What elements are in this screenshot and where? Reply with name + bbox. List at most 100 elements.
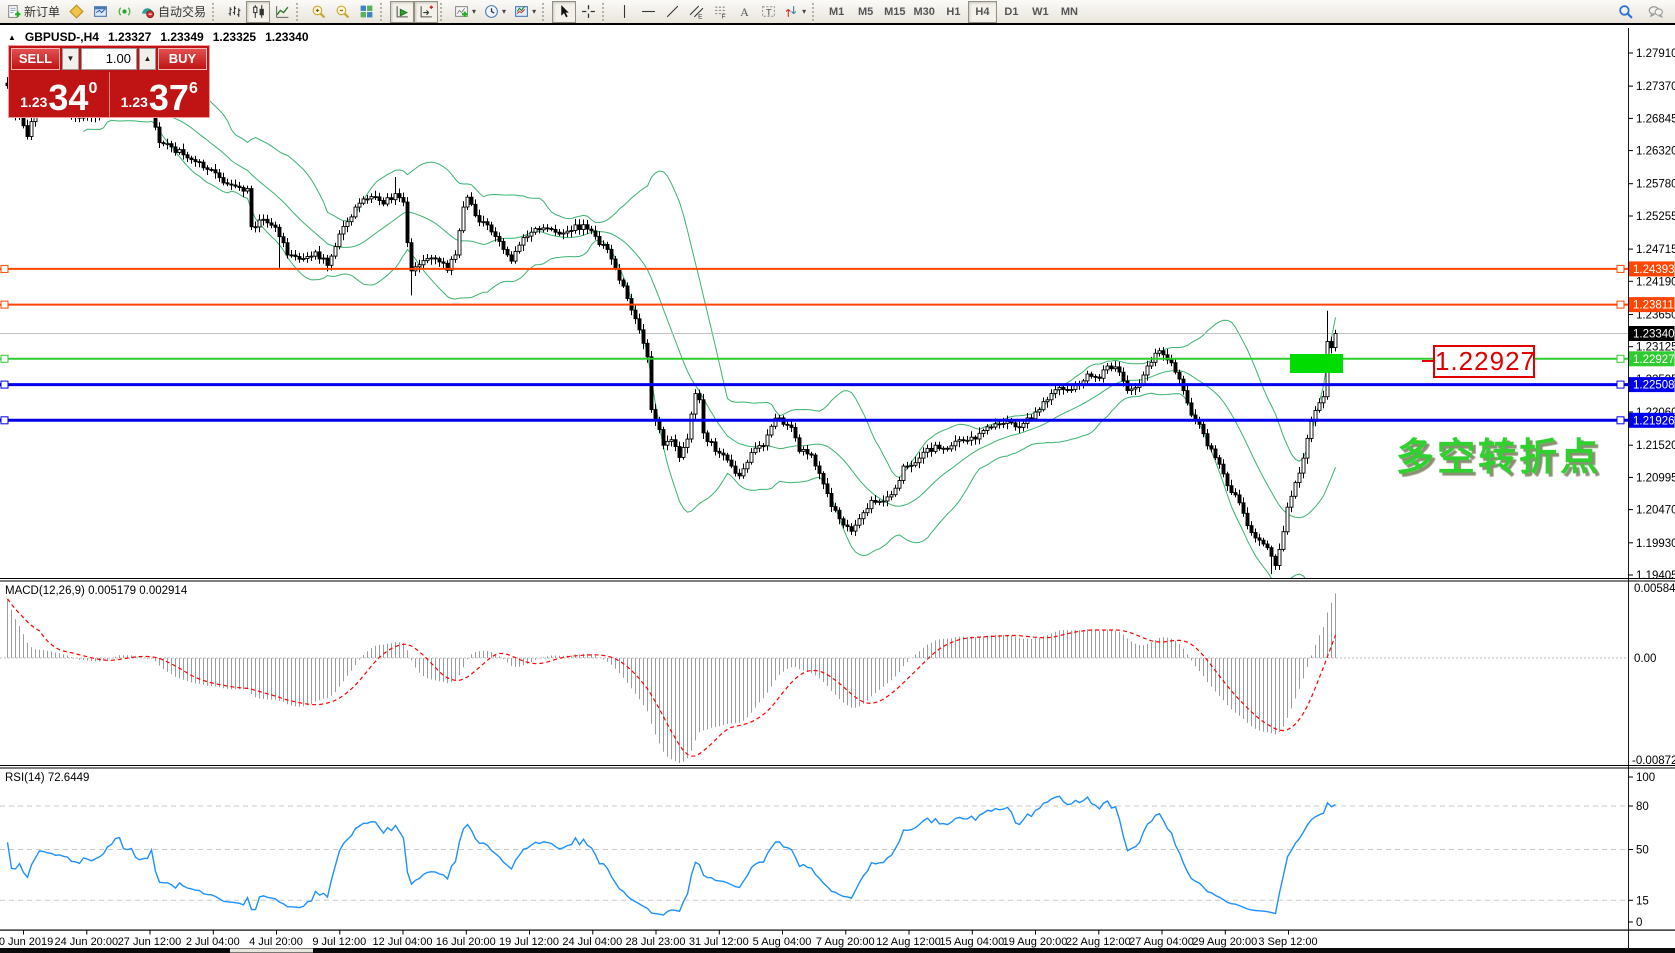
svg-text:1.21926: 1.21926 <box>1633 415 1675 427</box>
svg-text:1.19930: 1.19930 <box>1636 538 1675 550</box>
horizontal-line-button[interactable] <box>636 1 660 23</box>
tf-m5-label: M5 <box>857 5 874 18</box>
svg-text:9 Jul 12:00: 9 Jul 12:00 <box>312 936 366 948</box>
bar-chart-button[interactable] <box>222 1 246 23</box>
one-click-trading-panel: SELL ▼ 1.00 ▲ BUY 1.23 34 0 1.23 37 6 <box>8 45 210 118</box>
text-label-button[interactable]: T <box>756 1 780 23</box>
periods-icon <box>484 4 499 19</box>
tf-h4[interactable]: H4 <box>967 0 997 23</box>
chart-shift-button[interactable] <box>414 0 439 23</box>
search-icon <box>1618 4 1633 19</box>
svg-text:3 Sep 12:00: 3 Sep 12:00 <box>1258 936 1317 948</box>
templates-button[interactable]: ▾ <box>510 1 540 23</box>
svg-text:-0.008724: -0.008724 <box>1632 755 1675 767</box>
buy-button[interactable]: BUY <box>158 48 207 70</box>
buy-price[interactable]: 1.23 37 6 <box>108 72 210 117</box>
svg-text:1.24715: 1.24715 <box>1636 244 1675 256</box>
tile-windows-button[interactable] <box>354 1 378 23</box>
sell-price-big: 34 <box>48 77 89 118</box>
community-button[interactable] <box>1643 1 1667 23</box>
svg-text:1.23340: 1.23340 <box>1633 329 1675 341</box>
tf-m30-label: M30 <box>913 5 935 18</box>
arrows-icon <box>784 4 799 19</box>
svg-text:0.005841: 0.005841 <box>1634 583 1675 595</box>
sell-price[interactable]: 1.23 34 0 <box>9 72 109 117</box>
chevron-down-icon: ▾ <box>532 7 537 16</box>
pane-separators[interactable] <box>0 28 1675 949</box>
data-window-button[interactable] <box>88 1 112 23</box>
market-watch-button[interactable] <box>64 1 88 23</box>
turning-point-annotation[interactable]: 多空转折点 <box>1396 437 1602 479</box>
data-window-icon <box>93 4 108 19</box>
vertical-line-button[interactable] <box>612 1 636 23</box>
svg-text:1.23650: 1.23650 <box>1636 310 1675 322</box>
svg-text:24 Jul 04:00: 24 Jul 04:00 <box>562 936 622 948</box>
svg-text:80: 80 <box>1636 801 1649 813</box>
cursor-icon <box>557 4 572 19</box>
arrows-button[interactable]: ▾ <box>780 1 810 23</box>
auto-scroll-button[interactable] <box>390 0 415 23</box>
collapse-panel-icon[interactable]: ▲ <box>8 32 16 42</box>
green-zone-box[interactable] <box>1290 354 1343 373</box>
svg-text:T: T <box>765 7 771 18</box>
horizontal-lines-layer[interactable] <box>0 264 1628 425</box>
volume-input[interactable]: 1.00 <box>81 48 137 70</box>
volume-down-button[interactable]: ▼ <box>62 48 79 70</box>
svg-text:19 Jul 12:00: 19 Jul 12:00 <box>499 936 559 948</box>
svg-text:1.22927: 1.22927 <box>1633 354 1675 366</box>
trendline-button[interactable] <box>660 1 684 23</box>
autotrading-button[interactable]: 自动交易 <box>136 1 210 23</box>
new-order-button[interactable]: 新订单 <box>2 1 64 23</box>
tf-w1-label: W1 <box>1032 5 1049 18</box>
tf-m30[interactable]: M30 <box>910 1 939 23</box>
line-chart-button[interactable] <box>270 1 294 23</box>
channel-icon: E <box>689 4 704 19</box>
svg-text:0.00: 0.00 <box>1634 653 1656 665</box>
zoom-out-button[interactable] <box>330 1 354 23</box>
tf-m15[interactable]: M15 <box>880 1 909 23</box>
tf-mn-label: MN <box>1060 5 1078 18</box>
rsi-axis[interactable]: 100 80 50 15 0 <box>1628 772 1655 929</box>
tf-h1[interactable]: H1 <box>939 1 968 23</box>
chat-icon <box>1648 4 1663 19</box>
signals-button[interactable] <box>112 1 136 23</box>
rsi-indicator-label: RSI(14) 72.6449 <box>5 772 90 784</box>
text-button[interactable]: A <box>732 1 756 23</box>
macd-indicator-label: MACD(12,26,9) 0.005179 0.002914 <box>5 585 188 597</box>
volume-up-button[interactable]: ▲ <box>139 48 156 70</box>
line-chart-icon <box>275 4 290 19</box>
svg-text:1.20995: 1.20995 <box>1636 472 1675 484</box>
price-callout-box[interactable]: 1.22927 <box>1422 345 1536 378</box>
svg-text:4 Jul 20:00: 4 Jul 20:00 <box>249 936 303 948</box>
sell-button[interactable]: SELL <box>11 48 60 70</box>
svg-text:1.19405: 1.19405 <box>1636 570 1675 582</box>
svg-text:1.27370: 1.27370 <box>1636 81 1675 93</box>
svg-text:E: E <box>698 13 702 19</box>
sell-price-prefix: 1.23 <box>20 94 48 110</box>
periods-button[interactable]: ▾ <box>480 1 510 23</box>
svg-text:50: 50 <box>1636 845 1649 857</box>
channel-button[interactable]: E <box>684 1 708 23</box>
chevron-down-icon: ▾ <box>472 7 477 16</box>
fibonacci-button[interactable]: F <box>708 1 732 23</box>
zoom-in-button[interactable] <box>306 1 330 23</box>
tf-d1-label: D1 <box>1004 5 1019 18</box>
tf-w1[interactable]: W1 <box>1026 1 1055 23</box>
svg-text:1.22508: 1.22508 <box>1633 380 1675 392</box>
indicators-icon <box>454 4 469 19</box>
crosshair-button[interactable] <box>576 1 600 23</box>
tf-m5[interactable]: M5 <box>851 1 880 23</box>
search-button[interactable] <box>1613 1 1637 23</box>
tf-m1[interactable]: M1 <box>822 1 851 23</box>
svg-text:27 Jun 12:00: 27 Jun 12:00 <box>118 936 182 948</box>
tf-mn[interactable]: MN <box>1055 1 1084 23</box>
svg-text:1.23811: 1.23811 <box>1633 300 1674 312</box>
macd-axis[interactable]: 0.005841 0.00 -0.008724 <box>1632 583 1675 767</box>
cursor-button[interactable] <box>552 0 577 23</box>
auto-scroll-icon <box>395 4 410 19</box>
candlestick-button[interactable] <box>246 0 271 23</box>
indicators-button[interactable]: ▾ <box>450 1 480 23</box>
tf-d1[interactable]: D1 <box>997 1 1026 23</box>
